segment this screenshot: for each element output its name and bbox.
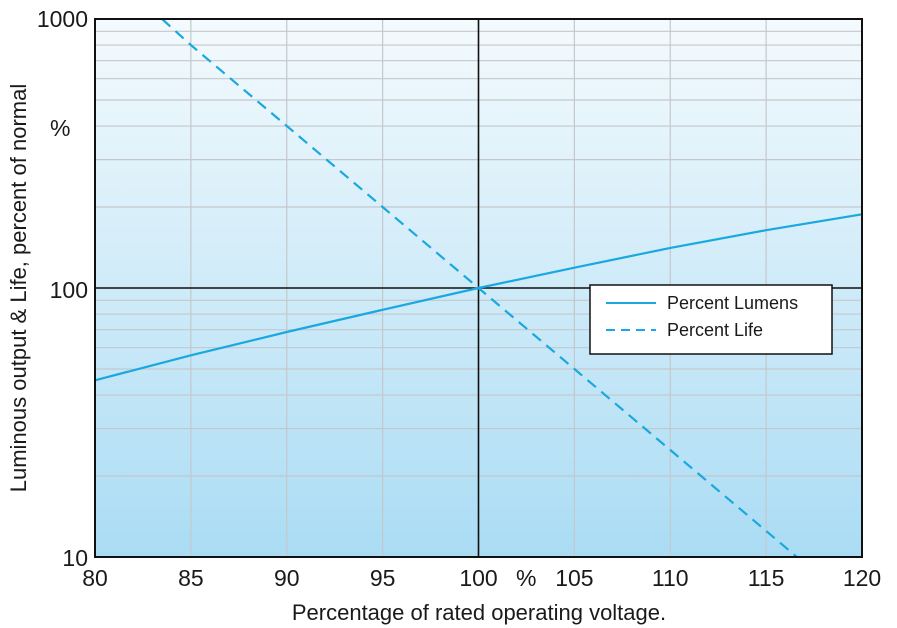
x-unit-label: % (516, 565, 536, 591)
x-axis-title: Percentage of rated operating voltage. (292, 600, 666, 625)
y-tick-label: 10 (62, 545, 88, 571)
legend: Percent Lumens Percent Life (589, 284, 833, 355)
x-tick-label: 95 (370, 565, 396, 591)
tick-labels: 80 85 90 95 100 105 110 115 120 10 100 1000 (37, 6, 881, 591)
series-layer (94, 18, 863, 558)
plot-frame (94, 18, 863, 558)
x-tick-label: 100 (459, 565, 497, 591)
y-tick-label: 100 (50, 277, 88, 303)
x-tick-label: 85 (178, 565, 204, 591)
series-line-percent-life (161, 18, 798, 558)
legend-label-percent-life: Percent Life (667, 320, 763, 340)
x-tick-label: 110 (652, 565, 689, 591)
y-tick-label: 1000 (37, 6, 88, 32)
y-axis-title: Luminous output & Life, percent of norma… (6, 84, 31, 492)
x-tick-label: 120 (843, 565, 881, 591)
x-tick-label: 90 (274, 565, 300, 591)
legend-box (589, 284, 833, 355)
x-tick-label: 115 (748, 565, 785, 591)
legend-label-percent-lumens: Percent Lumens (667, 293, 798, 313)
x-tick-label: 105 (555, 565, 593, 591)
y-unit-label: % (50, 115, 70, 141)
x-tick-label: 80 (82, 565, 108, 591)
